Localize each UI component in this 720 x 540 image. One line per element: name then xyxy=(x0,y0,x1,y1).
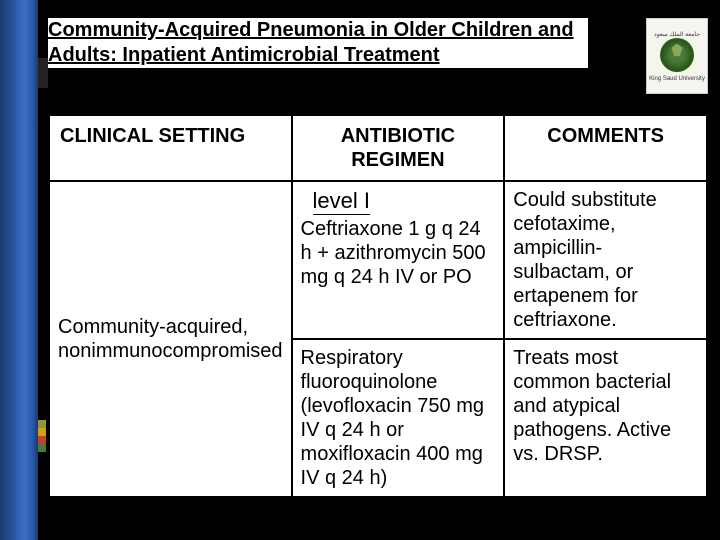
accent-color-bars xyxy=(38,420,46,452)
cell-regimen-2: Respiratory fluoroquinolone (levofloxaci… xyxy=(292,339,505,497)
cell-clinical-setting: Community-acquired, nonimmunocompromised xyxy=(49,181,292,497)
slide-title: Community-Acquired Pneumonia in Older Ch… xyxy=(48,18,588,68)
cell-comments-2: Treats most common bacterial and atypica… xyxy=(504,339,707,497)
table-row: Community-acquired, nonimmunocompromised… xyxy=(49,181,707,339)
logo-text-ar: جامعة الملك سعود xyxy=(654,31,700,38)
color-bar-1 xyxy=(38,420,46,428)
logo-emblem-icon xyxy=(660,38,694,72)
slide-content: Community-Acquired Pneumonia in Older Ch… xyxy=(48,18,708,498)
treatment-table: CLINICAL SETTING ANTIBIOTIC REGIMEN COMM… xyxy=(48,114,708,498)
left-gradient-stripe xyxy=(0,0,38,540)
cell-regimen-1: level I Ceftriaxone 1 g q 24 h + azithro… xyxy=(292,181,505,339)
color-bar-2 xyxy=(38,428,46,436)
color-bar-3 xyxy=(38,436,46,444)
regimen-1-text: Ceftriaxone 1 g q 24 h + azithromycin 50… xyxy=(301,218,486,288)
color-bar-4 xyxy=(38,444,46,452)
level-label: level I xyxy=(313,188,370,215)
cell-comments-1: Could substitute cefotaxime, ampicillin-… xyxy=(504,181,707,339)
university-logo: جامعة الملك سعود King Saud University xyxy=(646,18,708,94)
left-notch xyxy=(38,58,48,88)
header-comments: COMMENTS xyxy=(504,115,707,181)
header-antibiotic-regimen: ANTIBIOTIC REGIMEN xyxy=(292,115,505,181)
table-header-row: CLINICAL SETTING ANTIBIOTIC REGIMEN COMM… xyxy=(49,115,707,181)
clinical-setting-text: Community-acquired, nonimmunocompromised xyxy=(58,316,283,362)
header-clinical-setting: CLINICAL SETTING xyxy=(49,115,292,181)
logo-text-en: King Saud University xyxy=(649,76,705,82)
